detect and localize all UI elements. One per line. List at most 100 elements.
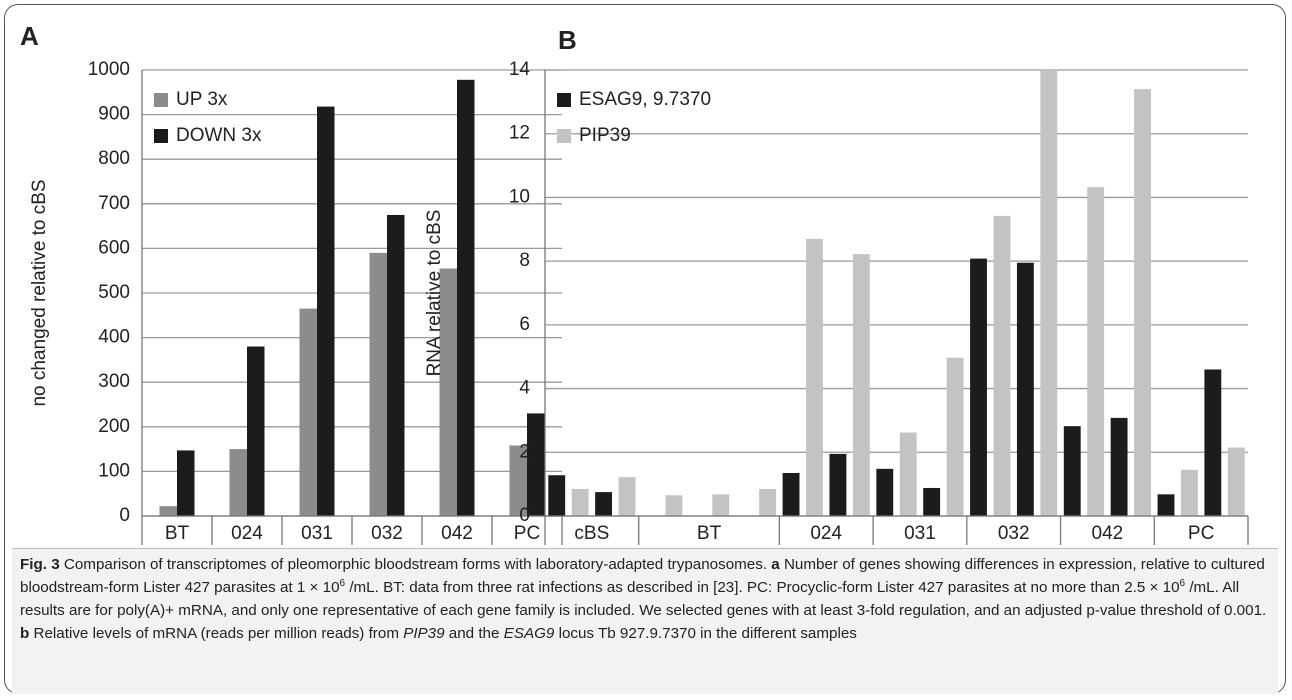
caption: Fig. 3 Comparison of transcriptomes of p… — [12, 548, 1278, 694]
bar — [899, 432, 917, 516]
caption-text: /mL. All results are for poly(A)+ mRNA, … — [20, 579, 1267, 619]
bar — [1016, 262, 1034, 516]
bar — [1227, 447, 1245, 516]
caption-text: b — [20, 625, 30, 642]
x-tick-label: 032 — [371, 523, 403, 544]
bar — [1110, 417, 1128, 516]
legend-swatch — [557, 93, 571, 107]
x-tick-label: PC — [514, 523, 540, 544]
x-tick-label: BT — [165, 523, 190, 544]
bar — [1063, 426, 1081, 516]
bar — [782, 472, 800, 516]
caption-text: Fig. 3 — [20, 556, 60, 573]
x-tick-label: cBS — [574, 523, 609, 544]
legend-swatch — [154, 129, 168, 143]
bar — [618, 477, 636, 516]
caption-text: and the — [444, 625, 504, 642]
caption-text: 6 — [339, 577, 346, 589]
y-tick-label: 500 — [98, 282, 130, 303]
y-tick-label: 700 — [98, 193, 130, 214]
x-tick-label: 042 — [441, 523, 473, 544]
bar — [387, 214, 405, 516]
bar — [1180, 469, 1198, 516]
y-tick-label: 4 — [519, 378, 530, 399]
x-tick-label: 032 — [998, 523, 1030, 544]
bar — [806, 238, 823, 517]
bar — [595, 492, 613, 516]
legend-label: PIP39 — [579, 125, 631, 146]
bar — [527, 413, 545, 516]
y-tick-label: 300 — [98, 371, 130, 392]
bar — [439, 268, 457, 516]
legend-label: UP 3x — [176, 89, 228, 110]
bar — [571, 488, 589, 516]
x-tick-label: 031 — [904, 523, 936, 544]
bar — [923, 487, 941, 516]
bar — [509, 445, 527, 516]
bar — [159, 506, 177, 516]
y-tick-label: 0 — [119, 505, 130, 526]
caption-text: 6 — [1179, 577, 1186, 589]
caption-text: PIP39 — [403, 625, 445, 642]
bar — [1040, 70, 1058, 516]
y-tick-label: 8 — [519, 250, 530, 271]
caption-text: ESAG9 — [503, 625, 555, 642]
y-tick-label: 10 — [509, 186, 530, 207]
y-axis-title: no changed relative to cBS — [29, 179, 50, 406]
x-tick-label: PC — [1188, 523, 1214, 544]
bar — [247, 346, 265, 516]
bar — [1157, 494, 1175, 516]
legend-label: DOWN 3x — [176, 125, 262, 146]
bar — [317, 106, 335, 517]
bar — [712, 494, 730, 516]
legend-swatch — [154, 93, 168, 107]
x-tick-label: 024 — [231, 523, 263, 544]
bar — [852, 254, 870, 517]
y-tick-label: 200 — [98, 416, 130, 437]
bar — [993, 215, 1011, 517]
bar — [457, 79, 475, 516]
bar — [1134, 89, 1151, 516]
caption-text: locus Tb 927.9.7370 in the different sam… — [554, 625, 857, 642]
y-tick-label: 400 — [98, 327, 130, 348]
y-tick-label: 900 — [98, 104, 130, 125]
caption-text: a — [771, 556, 780, 573]
bar — [1204, 369, 1222, 516]
y-tick-label: 0 — [519, 505, 530, 526]
bar — [177, 450, 195, 516]
y-axis-title: RNA relative to cBS — [424, 210, 445, 377]
x-tick-label: BT — [697, 523, 722, 544]
x-tick-label: 042 — [1092, 523, 1124, 544]
bar — [946, 357, 964, 516]
caption-text: Relative levels of mRNA (reads per milli… — [29, 625, 404, 642]
bar — [1087, 187, 1105, 516]
bar — [970, 258, 987, 516]
y-tick-label: 800 — [98, 148, 130, 169]
y-tick-label: 1000 — [88, 59, 130, 80]
y-tick-label: 600 — [98, 237, 130, 258]
bar — [229, 449, 247, 516]
bar — [759, 488, 777, 516]
bar — [876, 468, 894, 516]
bar — [829, 453, 847, 516]
y-tick-label: 14 — [509, 59, 531, 80]
legend-label: ESAG9, 9.7370 — [579, 89, 711, 110]
bar — [369, 252, 387, 517]
x-tick-label: 024 — [810, 523, 842, 544]
bar — [299, 308, 317, 516]
x-tick-label: 031 — [301, 523, 333, 544]
panel-label: A — [20, 21, 39, 51]
caption-text: Comparison of transcriptomes of pleomorp… — [59, 556, 772, 573]
y-tick-label: 6 — [519, 314, 530, 335]
caption-text: Number of genes showing differences in e… — [20, 556, 1265, 596]
y-tick-label: 12 — [509, 123, 530, 144]
panel-label: B — [558, 25, 577, 55]
y-tick-label: 100 — [98, 460, 130, 481]
bar — [665, 495, 683, 516]
bar — [548, 475, 566, 516]
figure: Ano changed relative to cBS0100200300400… — [20, 21, 1249, 545]
y-tick-label: 2 — [519, 441, 530, 462]
legend-swatch — [557, 129, 571, 143]
caption-text: /mL. BT: data from three rat infections … — [345, 579, 1180, 596]
